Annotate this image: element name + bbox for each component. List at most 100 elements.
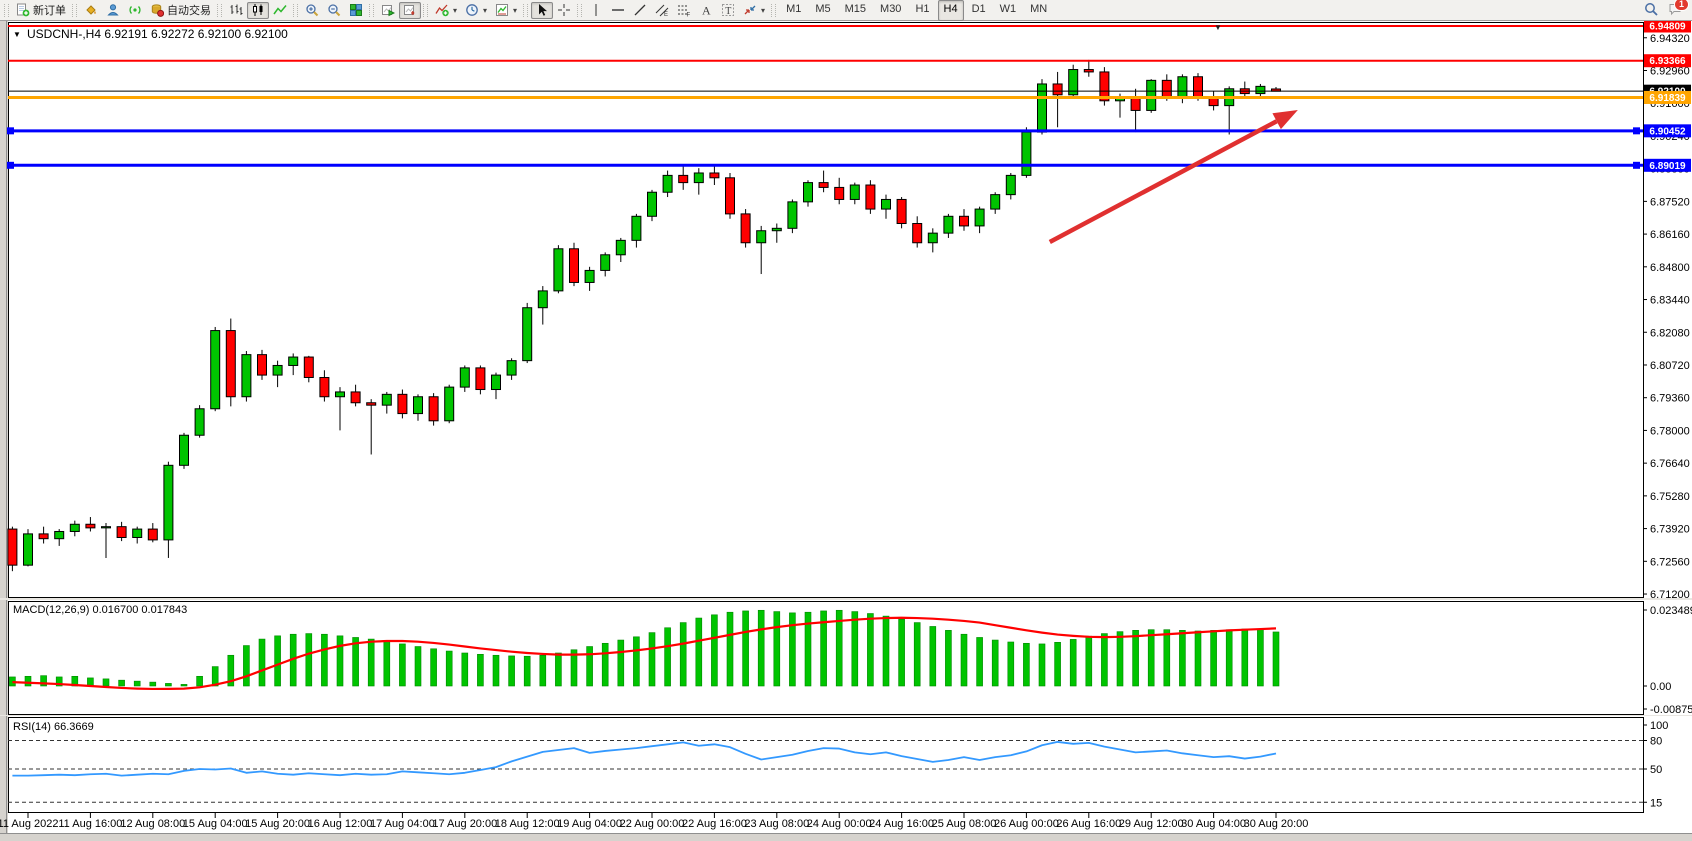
- notifications-button[interactable]: 1: [1668, 0, 1689, 19]
- line-handle[interactable]: [1633, 127, 1640, 135]
- bar-chart-button[interactable]: [225, 2, 247, 19]
- horizontal-line-button[interactable]: [607, 2, 629, 19]
- timeframe-m5-button[interactable]: M5: [815, 2, 831, 15]
- macd-bar: [789, 612, 796, 687]
- equidistant-channel-button[interactable]: E: [651, 2, 673, 19]
- community-button[interactable]: [102, 2, 124, 19]
- macd-bar: [835, 609, 843, 687]
- candle-body: [678, 174, 689, 184]
- timeframe-h1-button[interactable]: H1: [915, 2, 930, 15]
- macd-bar: [196, 675, 203, 687]
- macd-bar: [664, 627, 671, 687]
- candle-body: [54, 530, 65, 540]
- styles-button[interactable]: [80, 2, 102, 19]
- chevron-down-icon[interactable]: ▾: [513, 5, 518, 15]
- chevron-down-icon[interactable]: ▾: [483, 5, 488, 15]
- indicators-button[interactable]: ▾: [431, 2, 461, 19]
- macd-bar: [695, 617, 703, 687]
- line-chart-button[interactable]: [269, 2, 291, 19]
- candle-body: [693, 172, 704, 184]
- macd-bar: [211, 666, 219, 687]
- candle-body: [225, 330, 236, 398]
- candle-body: [69, 523, 80, 532]
- timeframe-mn-button[interactable]: MN: [1030, 2, 1048, 15]
- new-order-button[interactable]: 新订单: [12, 2, 70, 19]
- search-icon[interactable]: [1644, 2, 1658, 19]
- macd-bar: [1241, 628, 1249, 687]
- trendline-button[interactable]: [629, 2, 651, 19]
- text-button[interactable]: A: [695, 2, 717, 19]
- macd-bar: [492, 654, 500, 687]
- macd-bar: [601, 642, 609, 687]
- text-icon: A: [699, 3, 713, 18]
- chevron-down-icon[interactable]: ▾: [453, 5, 458, 15]
- trend-arrow[interactable]: [1048, 109, 1298, 245]
- macd-bar: [165, 683, 172, 687]
- chevron-down-icon[interactable]: ▾: [761, 5, 766, 15]
- timeframe-w1-button[interactable]: W1: [999, 2, 1017, 15]
- timeframe-m15-button[interactable]: M15: [844, 2, 867, 15]
- chart-title: USDCNH-,H4 6.92191 6.92272 6.92100 6.921…: [27, 27, 288, 41]
- candle-body: [366, 402, 377, 406]
- arrows-button[interactable]: ▾: [739, 2, 769, 19]
- tile-windows-icon: [349, 3, 363, 17]
- tile-windows-button[interactable]: [345, 2, 367, 19]
- timeframe-m1-button[interactable]: M1: [786, 2, 802, 15]
- text-label-button[interactable]: T: [717, 2, 739, 19]
- macd-bar: [149, 681, 157, 687]
- line-price-badge-label: 6.93366: [1649, 56, 1686, 67]
- candle-body: [1052, 83, 1063, 96]
- auto-scroll-button[interactable]: [377, 2, 399, 19]
- candles: [7, 59, 1281, 572]
- candle-body: [647, 191, 657, 217]
- candle-body: [1099, 71, 1110, 102]
- price-axis[interactable]: 6.943206.929606.916006.902406.888806.875…: [1643, 33, 1690, 601]
- timeframe-h4-button[interactable]: H4: [937, 0, 964, 21]
- candle-body: [1193, 76, 1203, 98]
- timeframe-m30-button[interactable]: M30: [880, 2, 902, 15]
- line-price-badge-label: 6.91839: [1649, 93, 1686, 104]
- macd-bar: [523, 655, 531, 687]
- pane-frames: [0, 22, 1692, 813]
- candle-body: [1130, 96, 1141, 111]
- line-handle[interactable]: [7, 127, 14, 135]
- candle-body: [896, 198, 907, 225]
- crosshair-button[interactable]: [553, 2, 575, 19]
- line-handle[interactable]: [1633, 161, 1640, 169]
- macd-bar: [1272, 631, 1280, 687]
- candle-body: [756, 230, 767, 244]
- chart-shift-button[interactable]: [399, 1, 421, 19]
- line-handle[interactable]: [7, 161, 14, 169]
- rsi-line: [12, 741, 1277, 777]
- candle-chart-button[interactable]: [247, 1, 269, 19]
- fibonacci-button[interactable]: F: [673, 2, 695, 19]
- templates-button[interactable]: ▾: [491, 2, 521, 19]
- vertical-line-button[interactable]: [585, 2, 607, 19]
- signals-button[interactable]: [124, 2, 146, 19]
- cursor-button[interactable]: [531, 1, 554, 19]
- new-order-icon: [16, 3, 30, 17]
- auto-trading-button[interactable]: 自动交易: [146, 2, 215, 19]
- timeframe-d1-button[interactable]: D1: [971, 2, 986, 15]
- time-tick-label: 15 Aug 20:00: [245, 818, 310, 830]
- macd-bar: [258, 638, 266, 687]
- macd-bar: [1007, 641, 1015, 687]
- candle-body: [569, 248, 579, 283]
- zoom-in-button[interactable]: [301, 2, 323, 19]
- candle-body: [1255, 85, 1266, 95]
- line-price-badge: [1644, 158, 1691, 172]
- horizontal-lines[interactable]: [7, 25, 1643, 169]
- candle-body: [194, 408, 205, 436]
- macd-bar: [679, 622, 687, 687]
- zoom-out-button[interactable]: [323, 2, 345, 19]
- equidistant-channel-icon: E: [655, 3, 669, 17]
- scroll-end-marker-icon[interactable]: ▼: [1214, 23, 1222, 32]
- price-tick-label: 6.72560: [1650, 556, 1690, 568]
- candle-body: [615, 239, 626, 256]
- time-tick-label: 22 Aug 16:00: [682, 818, 747, 830]
- chart-menu-icon[interactable]: ▼: [13, 30, 21, 39]
- periods-button[interactable]: ▾: [461, 2, 491, 19]
- macd-bar: [539, 654, 547, 687]
